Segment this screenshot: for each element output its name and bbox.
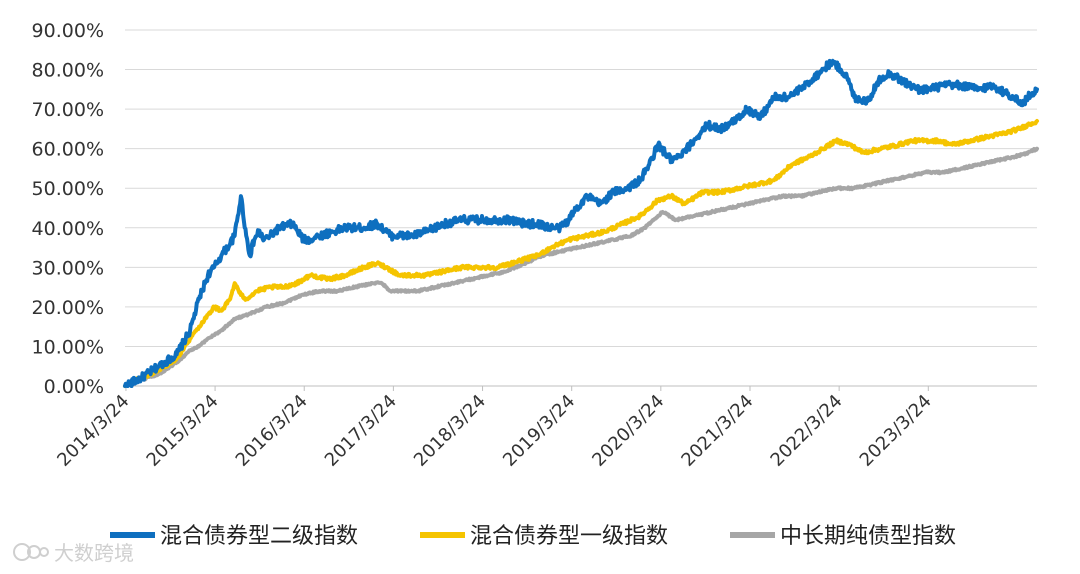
y-tick-label: 40.00% xyxy=(32,218,104,240)
y-tick-label: 90.00% xyxy=(32,20,104,42)
legend: 混合债券型二级指数 混合债券型一级指数 中长期纯债型指数 xyxy=(110,524,956,549)
y-tick-label: 30.00% xyxy=(32,257,104,279)
legend-label: 混合债券型一级指数 xyxy=(470,524,668,549)
legend-item-1: 混合债券型二级指数 xyxy=(110,524,358,549)
legend-item-2: 混合债券型一级指数 xyxy=(420,524,668,549)
watermark-text: 大数跨境 xyxy=(54,541,134,565)
x-tick-label: 2015/3/24 xyxy=(143,391,223,471)
y-tick-label: 10.00% xyxy=(32,336,104,358)
y-tick-label: 70.00% xyxy=(32,99,104,121)
y-axis: 0.00% 10.00% 20.00% 30.00% 40.00% 50.00% 60.00… xyxy=(32,20,104,398)
y-tick-label: 80.00% xyxy=(32,60,104,82)
y-tick-label: 60.00% xyxy=(32,139,104,161)
x-tick-label: 2018/3/24 xyxy=(410,391,490,471)
x-tick-label: 2019/3/24 xyxy=(499,391,579,471)
y-tick-label: 20.00% xyxy=(32,297,104,319)
x-axis: 2014/3/24 2015/3/24 2016/3/24 2017/3/24 2018… xyxy=(53,386,936,471)
legend-label: 混合债券型二级指数 xyxy=(160,524,358,549)
x-tick-label: 2021/3/24 xyxy=(677,391,757,471)
series-line-2 xyxy=(123,119,1039,388)
legend-item-3: 中长期纯债型指数 xyxy=(730,524,956,549)
y-tick-label: 50.00% xyxy=(32,178,104,200)
x-tick-label: 2014/3/24 xyxy=(53,391,133,471)
series-line-3 xyxy=(123,146,1039,388)
series-line-1 xyxy=(123,58,1039,388)
x-tick-label: 2022/3/24 xyxy=(767,391,847,471)
x-tick-label: 2017/3/24 xyxy=(321,391,401,471)
x-tick-label: 2020/3/24 xyxy=(588,391,668,471)
series-lines xyxy=(123,58,1039,388)
watermark: 大数跨境 xyxy=(13,541,134,565)
x-tick-label: 2016/3/24 xyxy=(232,391,312,471)
y-tick-label: 0.00% xyxy=(44,376,104,398)
legend-label: 中长期纯债型指数 xyxy=(780,524,956,549)
x-tick-label: 2023/3/24 xyxy=(856,391,936,471)
brand-logo-icon xyxy=(13,543,49,561)
